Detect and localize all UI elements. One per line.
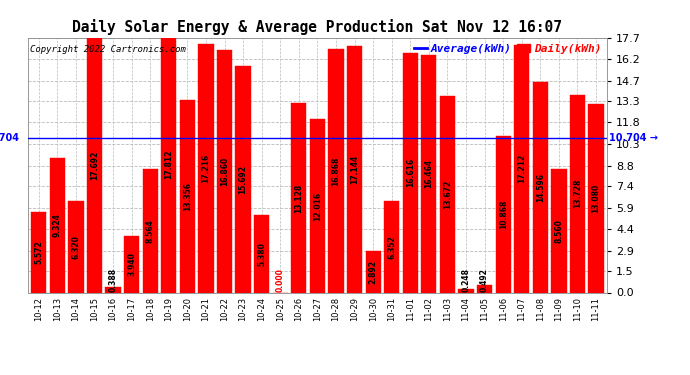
Title: Daily Solar Energy & Average Production Sat Nov 12 16:07: Daily Solar Energy & Average Production … <box>72 19 562 35</box>
Bar <box>514 45 529 292</box>
Legend: Average(kWh), Daily(kWh): Average(kWh), Daily(kWh) <box>409 39 606 58</box>
Bar <box>87 38 102 292</box>
Bar <box>328 50 344 292</box>
Bar <box>477 285 492 292</box>
Bar <box>551 169 566 292</box>
Text: 13.728: 13.728 <box>573 179 582 208</box>
Text: 17.212: 17.212 <box>518 154 526 183</box>
Text: 0.000: 0.000 <box>276 268 285 292</box>
Bar <box>106 287 121 292</box>
Text: 5.572: 5.572 <box>34 240 43 264</box>
Bar <box>403 53 418 292</box>
Text: 13.128: 13.128 <box>295 183 304 213</box>
Text: 10.868: 10.868 <box>499 200 508 229</box>
Bar <box>31 212 46 292</box>
Bar <box>384 201 400 292</box>
Bar <box>198 45 214 292</box>
Text: 9.324: 9.324 <box>53 213 62 237</box>
Text: 17.144: 17.144 <box>350 154 359 184</box>
Bar <box>347 45 362 292</box>
Text: 8.564: 8.564 <box>146 219 155 243</box>
Text: ← 10.704: ← 10.704 <box>0 133 19 143</box>
Text: 16.616: 16.616 <box>406 158 415 188</box>
Bar <box>291 104 306 292</box>
Text: 14.596: 14.596 <box>536 173 545 202</box>
Bar <box>68 201 83 292</box>
Bar <box>495 136 511 292</box>
Bar <box>533 82 548 292</box>
Text: 17.692: 17.692 <box>90 150 99 180</box>
Text: 16.860: 16.860 <box>220 156 229 186</box>
Text: 13.672: 13.672 <box>443 179 452 209</box>
Bar <box>310 119 325 292</box>
Bar <box>589 104 604 292</box>
Bar <box>161 36 177 292</box>
Text: 13.080: 13.080 <box>591 184 600 213</box>
Text: 15.692: 15.692 <box>239 165 248 194</box>
Bar <box>50 158 65 292</box>
Text: 17.812: 17.812 <box>164 150 173 179</box>
Text: 0.248: 0.248 <box>462 268 471 292</box>
Text: 5.380: 5.380 <box>257 242 266 266</box>
Bar <box>440 96 455 292</box>
Text: 3.940: 3.940 <box>127 252 136 276</box>
Bar <box>124 236 139 292</box>
Text: 0.388: 0.388 <box>108 268 117 292</box>
Text: 10.704 →: 10.704 → <box>609 133 658 143</box>
Text: 17.216: 17.216 <box>201 154 210 183</box>
Text: 6.352: 6.352 <box>387 235 396 259</box>
Text: 16.464: 16.464 <box>424 159 433 189</box>
Bar <box>179 100 195 292</box>
Bar <box>458 289 473 292</box>
Bar <box>235 66 250 292</box>
Bar <box>366 251 381 292</box>
Bar <box>570 95 585 292</box>
Bar <box>254 215 269 292</box>
Text: 8.560: 8.560 <box>554 219 564 243</box>
Text: Copyright 2022 Cartronics.com: Copyright 2022 Cartronics.com <box>30 45 186 54</box>
Bar <box>143 169 158 292</box>
Text: 6.320: 6.320 <box>71 235 81 259</box>
Text: 16.868: 16.868 <box>331 156 340 186</box>
Text: 12.016: 12.016 <box>313 191 322 220</box>
Text: 13.356: 13.356 <box>183 182 192 211</box>
Text: 0.492: 0.492 <box>480 268 489 292</box>
Bar <box>217 50 232 292</box>
Bar <box>421 55 437 292</box>
Text: 2.892: 2.892 <box>368 260 377 284</box>
